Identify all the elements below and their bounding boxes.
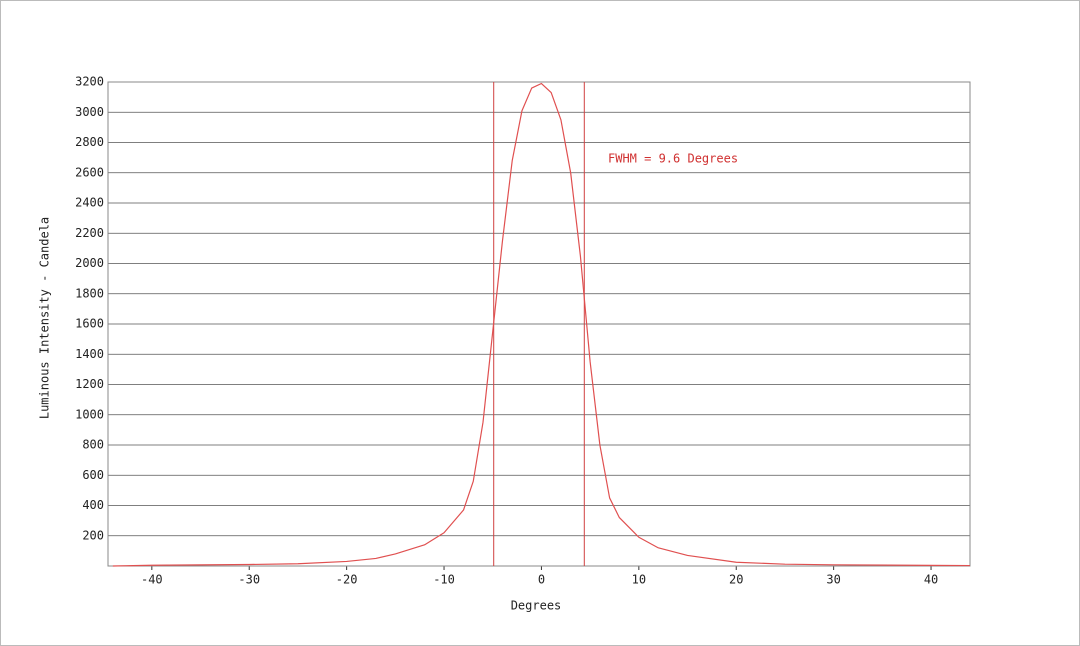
annotation: FWHM = 9.6 Degrees bbox=[608, 152, 738, 166]
y-tick-label: 800 bbox=[82, 438, 104, 452]
x-tick-label: -10 bbox=[433, 573, 455, 587]
y-tick-label: 3200 bbox=[75, 75, 104, 89]
y-tick-label: 1400 bbox=[75, 347, 104, 361]
y-tick-label: 1600 bbox=[75, 317, 104, 331]
x-tick-label: 10 bbox=[632, 573, 646, 587]
y-tick-label: 3000 bbox=[75, 105, 104, 119]
x-tick-label: 20 bbox=[729, 573, 743, 587]
y-tick-label: 2400 bbox=[75, 196, 104, 210]
y-tick-label: 1000 bbox=[75, 407, 104, 421]
y-axis-label: Luminous Intensity - Candela bbox=[38, 217, 52, 419]
y-tick-label: 1200 bbox=[75, 377, 104, 391]
y-tick-label: 200 bbox=[82, 528, 104, 542]
x-tick-label: 0 bbox=[538, 573, 545, 587]
y-tick-label: 2800 bbox=[75, 135, 104, 149]
y-tick-label: 2200 bbox=[75, 226, 104, 240]
data-line bbox=[112, 82, 971, 567]
x-tick-label: -40 bbox=[141, 573, 163, 587]
x-tick-label: -20 bbox=[336, 573, 358, 587]
x-tick-label: 40 bbox=[924, 573, 938, 587]
x-tick-label: -30 bbox=[238, 573, 260, 587]
y-tick-label: 2600 bbox=[75, 165, 104, 179]
y-tick-label: 1800 bbox=[75, 286, 104, 300]
plot-border bbox=[107, 81, 971, 567]
y-tick-label: 600 bbox=[82, 468, 104, 482]
y-tick-label: 400 bbox=[82, 498, 104, 512]
x-tick-label: 30 bbox=[826, 573, 840, 587]
x-axis-label: Degrees bbox=[511, 599, 562, 613]
y-tick-label: 2000 bbox=[75, 256, 104, 270]
